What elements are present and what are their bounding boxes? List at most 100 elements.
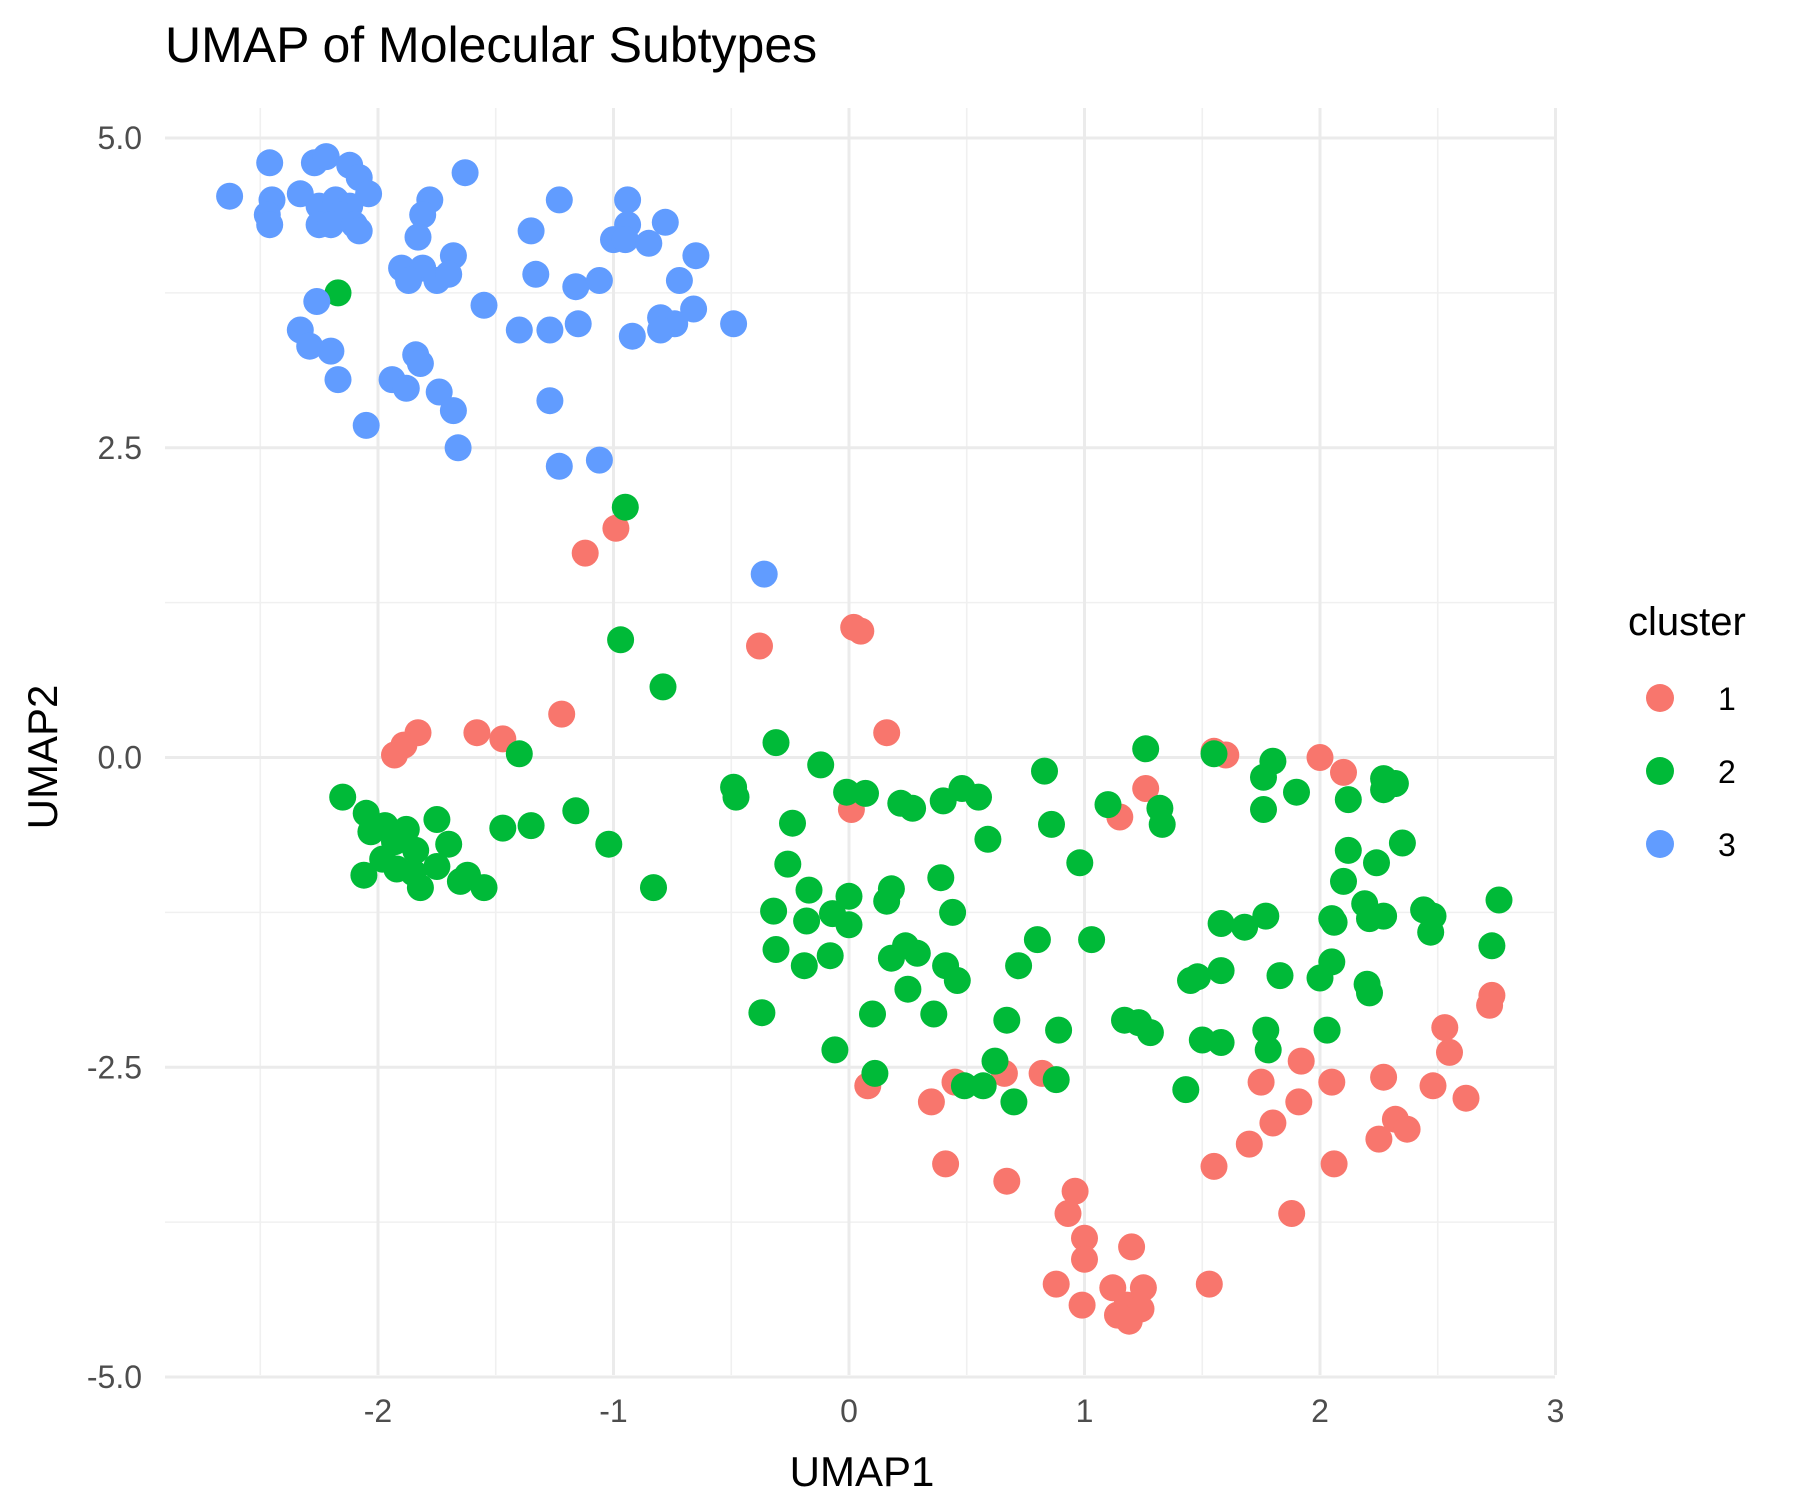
data-point-cluster-3	[470, 291, 498, 319]
data-point-cluster-3	[651, 208, 679, 236]
data-point-cluster-3	[635, 229, 663, 257]
data-point-cluster-2	[1306, 964, 1334, 992]
data-point-cluster-3	[296, 332, 324, 360]
data-point-cluster-2	[505, 740, 533, 768]
data-point-cluster-2	[595, 830, 623, 858]
data-point-cluster-3	[406, 350, 434, 377]
y-tick-label: 5.0	[98, 120, 142, 156]
legend-title: cluster	[1628, 600, 1746, 644]
data-point-cluster-2	[1000, 1088, 1028, 1116]
data-point-cluster-3	[444, 434, 472, 462]
data-point-cluster-2	[649, 673, 677, 701]
data-point-cluster-2	[1094, 791, 1122, 819]
data-point-cluster-1	[932, 1150, 960, 1178]
data-point-cluster-1	[1115, 1307, 1143, 1335]
data-point-cluster-2	[1320, 908, 1348, 936]
legend: cluster 1 2 3	[1628, 600, 1746, 863]
data-point-cluster-3	[425, 378, 453, 406]
data-point-cluster-2	[1177, 967, 1204, 994]
data-point-cluster-2	[920, 1000, 948, 1028]
data-point-cluster-3	[317, 337, 345, 365]
data-point-cluster-2	[350, 861, 378, 889]
data-point-cluster-2	[1313, 1016, 1341, 1044]
data-point-cluster-2	[965, 783, 992, 811]
data-point-cluster-1	[463, 719, 491, 747]
data-point-cluster-2	[1283, 778, 1310, 806]
data-point-cluster-1	[1071, 1245, 1098, 1273]
x-tick-label: 3	[1547, 1393, 1565, 1429]
data-point-cluster-2	[1207, 1029, 1235, 1056]
y-tick-label: 0.0	[98, 740, 142, 776]
data-point-cluster-1	[1318, 1068, 1346, 1096]
data-point-cluster-2	[1485, 886, 1513, 914]
data-point-cluster-2	[762, 936, 790, 963]
data-point-cluster-1	[746, 632, 773, 660]
data-point-cluster-1	[1365, 1125, 1393, 1153]
data-point-cluster-3	[451, 159, 479, 187]
data-point-cluster-2	[1334, 786, 1362, 814]
data-point-cluster-2	[873, 887, 901, 915]
data-point-cluster-2	[1023, 926, 1051, 954]
data-point-cluster-3	[216, 182, 244, 210]
y-tick-label: 2.5	[98, 430, 142, 466]
legend-items: 1 2 3	[1646, 681, 1736, 863]
x-tick-label: -1	[599, 1393, 627, 1429]
data-point-cluster-2	[470, 874, 498, 902]
data-point-cluster-3	[345, 217, 373, 245]
data-point-cluster-2	[611, 493, 639, 521]
data-point-cluster-2	[1254, 1036, 1282, 1064]
data-point-cluster-2	[1207, 957, 1235, 985]
x-axis-ticks: -2 -1 0 1 2 3	[364, 1393, 1565, 1429]
data-point-cluster-3	[680, 295, 708, 323]
data-point-cluster-3	[562, 273, 590, 301]
x-tick-label: -2	[364, 1393, 392, 1429]
data-point-cluster-1	[1068, 1291, 1096, 1319]
data-point-cluster-3	[522, 260, 550, 288]
data-point-cluster-2	[1478, 932, 1506, 960]
data-point-cluster-3	[312, 143, 340, 171]
data-point-cluster-2	[423, 806, 451, 833]
y-tick-label: -2.5	[87, 1049, 142, 1085]
data-point-cluster-3	[545, 452, 573, 480]
data-point-cluster-3	[750, 560, 778, 588]
data-point-cluster-2	[357, 818, 385, 846]
data-point-cluster-3	[404, 223, 432, 251]
data-point-cluster-2	[1334, 836, 1362, 864]
data-point-cluster-1	[548, 700, 576, 728]
data-point-cluster-3	[409, 201, 437, 229]
data-point-cluster-1	[1259, 1109, 1287, 1137]
data-point-cluster-2	[1231, 913, 1259, 941]
data-point-cluster-1	[1285, 1088, 1313, 1116]
y-tick-label: -5.0	[87, 1359, 142, 1395]
data-point-cluster-1	[602, 514, 630, 542]
data-point-cluster-3	[505, 316, 533, 344]
data-point-cluster-2	[1031, 757, 1058, 785]
data-point-cluster-2	[981, 1047, 1009, 1075]
data-point-cluster-3	[439, 397, 467, 425]
data-point-cluster-3	[545, 186, 573, 214]
data-point-cluster-1	[1436, 1038, 1463, 1066]
data-point-cluster-2	[816, 942, 844, 970]
data-point-cluster-1	[1431, 1014, 1459, 1042]
data-point-cluster-1	[1287, 1047, 1315, 1075]
data-point-cluster-3	[324, 366, 352, 394]
data-point-cluster-2	[821, 1036, 849, 1064]
data-point-cluster-2	[969, 1072, 997, 1100]
data-point-cluster-2	[1038, 810, 1065, 838]
data-point-cluster-3	[647, 316, 675, 344]
data-point-cluster-3	[536, 316, 564, 344]
data-point-cluster-1	[1452, 1084, 1480, 1112]
data-point-cluster-2	[1136, 1019, 1164, 1047]
data-point-cluster-2	[835, 882, 863, 910]
data-point-cluster-1	[381, 741, 408, 769]
data-point-cluster-2	[927, 864, 955, 892]
data-point-cluster-2	[760, 897, 788, 925]
data-point-cluster-2	[1370, 776, 1398, 804]
data-point-cluster-1	[1042, 1270, 1070, 1298]
data-point-cluster-1	[1200, 1152, 1228, 1180]
data-point-cluster-2	[1250, 763, 1277, 791]
data-point-cluster-1	[1476, 991, 1504, 1019]
data-points	[216, 143, 1513, 1335]
y-axis-ticks: 5.0 2.5 0.0 -2.5 -5.0	[87, 120, 142, 1395]
data-point-cluster-2	[329, 783, 357, 811]
